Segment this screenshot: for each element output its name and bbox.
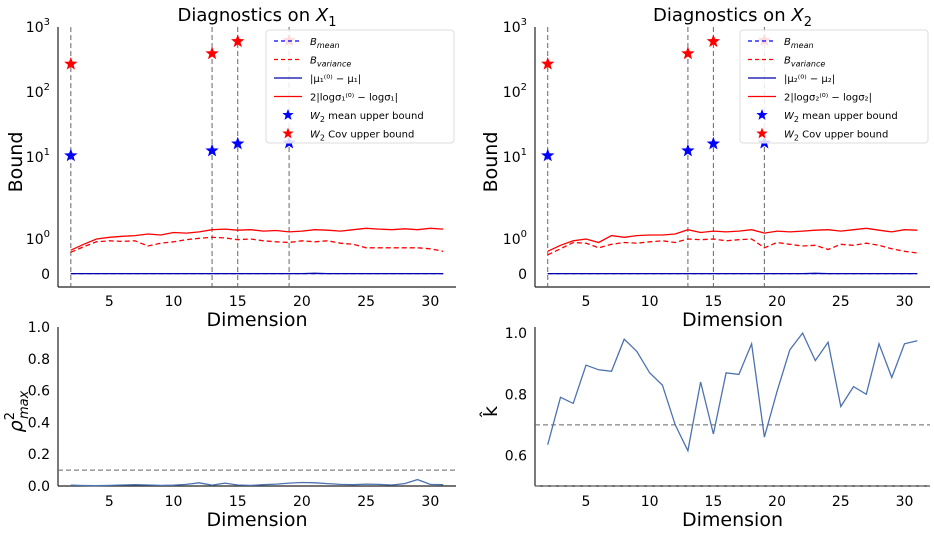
x-tick-label: 30 — [421, 294, 439, 310]
x-tick-label: 20 — [768, 294, 786, 310]
y-tick-label: 102 — [503, 82, 527, 101]
x-axis-label: Dimension — [682, 309, 783, 331]
marker-star-1 — [706, 136, 721, 150]
y-tick-label: 1.0 — [28, 320, 50, 336]
y-tick-label: 0.0 — [28, 479, 50, 495]
y-tick-label: 100 — [503, 229, 527, 248]
legend-label: W2 Cov upper bound — [784, 130, 888, 143]
y-tick-label: 0.8 — [505, 387, 527, 403]
x-tick-label: 30 — [421, 494, 439, 510]
legend-label: Bmean — [784, 37, 814, 50]
chart-title: Diagnostics on X2 — [653, 5, 812, 30]
series-line-B_variance — [70, 236, 444, 253]
marker-star-2 — [64, 56, 78, 70]
legend-label: |μ₁⁽⁰⁾ − μ₁| — [310, 74, 361, 85]
y-tick-label: 102 — [26, 82, 50, 101]
y-tick-label: 1.0 — [505, 326, 527, 342]
y-axis-label: Bound — [5, 132, 27, 193]
legend-label: Bmean — [310, 37, 340, 50]
y-tick-label: 0.4 — [28, 415, 50, 431]
legend-star — [282, 109, 294, 120]
y-tick-label: 0.6 — [28, 384, 50, 400]
marker-star-2 — [681, 46, 695, 60]
y-tick-label: 103 — [26, 17, 50, 36]
y-tick-label: 0.6 — [505, 448, 527, 464]
legend-star — [282, 127, 294, 139]
chart-title: Diagnostics on X1 — [178, 5, 337, 30]
legend-label: W2 mean upper bound — [310, 111, 424, 124]
marker-star-2 — [231, 34, 245, 48]
marker-star-1 — [681, 143, 695, 157]
x-tick-label: 5 — [582, 494, 591, 510]
x-tick-label: 5 — [105, 494, 114, 510]
marker-star-1 — [541, 148, 555, 162]
y-tick-label: 0.2 — [28, 447, 50, 463]
marker-star-2 — [205, 46, 219, 60]
x-tick-label: 10 — [165, 294, 183, 310]
legend: Bmean Bvariance |μ₁⁽⁰⁾ − μ₁| 2|logσ₁⁽⁰⁾ − l… — [265, 29, 455, 144]
legend-label: 2|logσ₂⁽⁰⁾ − logσ₂| — [784, 93, 872, 104]
y-tick-label: 0.8 — [28, 352, 50, 368]
y-axis-label: Bound — [480, 132, 502, 193]
x-tick-label: 10 — [641, 494, 659, 510]
x-tick-label: 30 — [896, 494, 914, 510]
chart-panel-2: 5 10 15 20 25 30 0 100 101 102 103 Dimension Bound Di… — [480, 5, 930, 331]
x-axis-label: Dimension — [207, 509, 308, 531]
legend-label: |μ₂⁽⁰⁾ − μ₂| — [784, 74, 835, 85]
x-tick-label: 15 — [229, 294, 247, 310]
x-axis-label: Dimension — [682, 509, 783, 531]
x-axis-label: Dimension — [207, 309, 308, 331]
legend-label: W2 mean upper bound — [784, 111, 898, 124]
x-tick-label: 5 — [105, 294, 114, 310]
series-line-1 — [547, 331, 918, 453]
series-line-log_sigma_diff — [70, 227, 444, 251]
legend-label: Bvariance — [310, 56, 351, 69]
x-tick-label: 25 — [832, 294, 850, 310]
y-tick-label: 101 — [26, 147, 50, 166]
legend-label: Bvariance — [784, 56, 825, 69]
marker-star-1 — [205, 143, 219, 157]
legend-star — [756, 109, 768, 120]
x-tick-label: 10 — [641, 294, 659, 310]
y-axis-label: ρ2max — [3, 390, 32, 432]
y-tick-label: 0 — [41, 267, 50, 283]
x-tick-label: 20 — [768, 494, 786, 510]
x-tick-label: 25 — [357, 294, 375, 310]
marker-star-1 — [64, 148, 78, 162]
chart-panel-3: 5 10 15 20 25 30 0.0 0.2 0.4 0.6 0.8 1.0 Dimension ρ2… — [3, 320, 456, 531]
legend-star — [756, 127, 768, 139]
legend: Bmean Bvariance |μ₂⁽⁰⁾ − μ₂| 2|logσ₂⁽⁰⁾ − l… — [739, 29, 929, 144]
x-tick-label: 15 — [229, 494, 247, 510]
y-axis-label: k̂ — [480, 406, 502, 418]
marker-star-1 — [231, 136, 245, 150]
x-tick-label: 5 — [582, 294, 591, 310]
legend-box — [265, 29, 455, 144]
series-line-B_variance — [547, 238, 918, 256]
x-tick-label: 25 — [357, 494, 375, 510]
marker-star-2 — [541, 56, 555, 70]
legend-label: 2|logσ₁⁽⁰⁾ − logσ₁| — [310, 93, 398, 104]
legend-label: W2 Cov upper bound — [310, 130, 414, 143]
y-tick-label: 0 — [518, 267, 527, 283]
series-line-1 — [70, 478, 444, 487]
marker-star-2 — [706, 34, 721, 48]
x-tick-label: 20 — [293, 294, 311, 310]
x-tick-label: 20 — [293, 494, 311, 510]
x-tick-label: 15 — [704, 494, 722, 510]
series-line-log_sigma_diff — [547, 227, 918, 252]
x-tick-label: 30 — [896, 294, 914, 310]
chart-panel-4: 5 10 15 20 25 30 0.6 0.8 1.0 Dimension k̂ — [480, 326, 930, 531]
chart-panel-1: 5 10 15 20 25 30 0 100 101 102 103 Dimension Bound Di… — [5, 5, 456, 331]
y-tick-label: 100 — [26, 229, 50, 248]
y-tick-label: 101 — [503, 147, 527, 166]
x-tick-label: 15 — [704, 294, 722, 310]
x-tick-label: 10 — [165, 494, 183, 510]
legend-box — [739, 29, 929, 144]
y-tick-label: 103 — [503, 17, 527, 36]
x-tick-label: 25 — [832, 494, 850, 510]
